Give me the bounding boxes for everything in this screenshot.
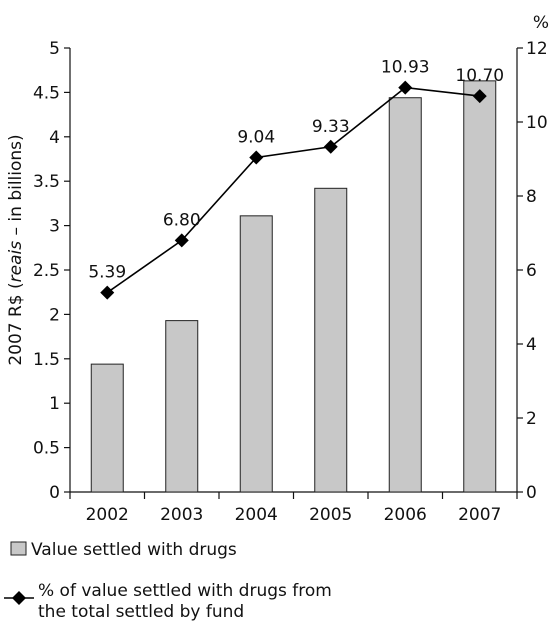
line-marker	[100, 285, 115, 300]
left-tick-label: 4.5	[33, 83, 60, 103]
right-axis-label: %	[533, 13, 549, 33]
bar	[90, 363, 124, 493]
x-tick-label: 2006	[384, 505, 427, 525]
x-tick-label: 2005	[309, 505, 352, 525]
line-marker	[249, 150, 264, 165]
legend-line-label: the total settled by fund	[38, 602, 244, 622]
left-tick-label: 3	[49, 217, 60, 237]
left-tick-label: 0.5	[33, 439, 60, 459]
right-tick-label: 0	[526, 483, 537, 503]
line-path	[106, 86, 480, 294]
data-label: 6.80	[163, 210, 201, 230]
bar-series	[90, 80, 497, 493]
left-tick-label: 2.5	[33, 261, 60, 281]
bar	[314, 187, 348, 493]
x-tick-label: 2007	[458, 505, 501, 525]
line-marker	[323, 139, 338, 154]
left-tick-label: 5	[49, 39, 60, 59]
line-series	[100, 80, 487, 300]
left-tick-label: 1.5	[33, 350, 60, 370]
left-tick-label: 1	[49, 394, 60, 414]
left-tick-label: 4	[49, 128, 60, 148]
left-tick-label: 2	[49, 305, 60, 325]
right-tick-label: 10	[526, 113, 548, 133]
right-tick-label: 4	[526, 335, 537, 355]
right-tick-label: 2	[526, 409, 537, 429]
left-tick-label: 3.5	[33, 172, 60, 192]
data-label: 9.04	[237, 128, 275, 148]
bar	[388, 97, 422, 493]
right-tick-label: 6	[526, 261, 537, 281]
x-tick-label: 2004	[235, 505, 278, 525]
left-tick-label: 0	[49, 483, 60, 503]
x-tick-label: 2002	[86, 505, 129, 525]
data-label: 9.33	[312, 117, 350, 137]
right-tick-label: 8	[526, 187, 537, 207]
bar	[165, 320, 199, 493]
data-labels: 5.39 6.80 9.04 9.33 10.93 10.70	[88, 58, 504, 283]
bar	[463, 80, 497, 493]
left-axis-label: 2007 R$ (reais – in billions)	[6, 134, 26, 365]
legend: Value settled with drugs % of value settl…	[4, 540, 332, 622]
data-label: 10.93	[381, 58, 430, 78]
legend-line-marker	[12, 591, 26, 605]
axes: 0 0.5 1 1.5 2 2.5 3 3.5 4 4.5 5 0 2 4 6 8 10 12% 2002 2003 2…	[6, 13, 549, 525]
x-tick-label: 2003	[160, 505, 203, 525]
line-marker	[398, 80, 413, 95]
right-tick-label: 12	[526, 39, 548, 59]
line-marker	[472, 89, 487, 104]
legend-bar-label: Value settled with drugs	[31, 540, 237, 560]
data-label: 10.70	[455, 66, 504, 86]
line-marker	[174, 233, 189, 248]
bar	[239, 215, 273, 493]
legend-line-label: % of value settled with drugs from	[38, 581, 332, 601]
data-label: 5.39	[88, 263, 126, 283]
legend-bar-swatch	[10, 541, 27, 556]
